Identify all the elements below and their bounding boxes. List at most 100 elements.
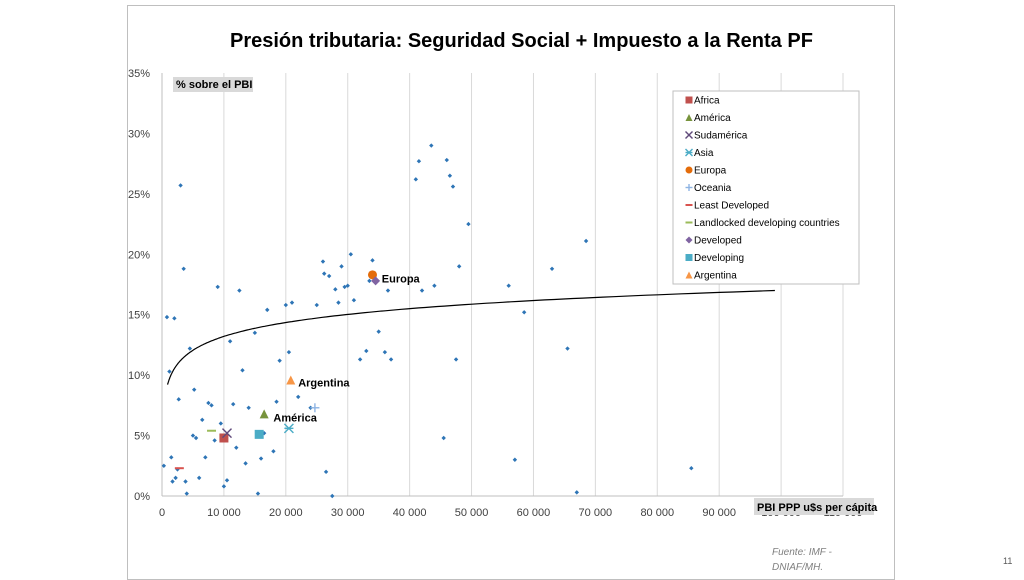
trend-curve — [167, 289, 775, 385]
annotation-label: América — [273, 412, 317, 424]
country-point — [176, 397, 181, 402]
x-tick-label: 90 000 — [702, 507, 736, 519]
country-point — [286, 349, 292, 355]
country-point — [161, 463, 167, 468]
group-marker — [259, 409, 269, 419]
legend-marker — [685, 96, 693, 104]
country-point — [191, 387, 197, 392]
legend-entry: Sudamérica — [694, 131, 748, 142]
country-point — [326, 273, 332, 279]
country-point — [419, 288, 425, 293]
country-point — [206, 400, 211, 406]
country-point — [370, 258, 375, 263]
country-point — [240, 368, 245, 373]
country-point — [323, 469, 329, 475]
country-point — [234, 445, 239, 450]
country-point — [333, 287, 338, 292]
country-point — [320, 259, 326, 264]
country-point — [416, 159, 422, 164]
country-point — [173, 475, 178, 481]
y-tick-label: 25% — [128, 189, 150, 201]
y-tick-label: 20% — [128, 249, 150, 261]
country-point — [193, 435, 199, 441]
y-tick-label: 15% — [128, 310, 150, 322]
country-point — [274, 399, 279, 404]
country-point — [203, 455, 208, 460]
country-point — [187, 346, 193, 351]
country-point — [237, 288, 242, 293]
group-marker — [254, 429, 264, 439]
legend-entry: Oceania — [694, 183, 732, 194]
country-point — [172, 316, 177, 321]
x-tick-labels: 0 10 000 20 000 30 000 40 000 50 000 60 000 70 … — [159, 507, 863, 519]
legend-marker — [685, 166, 693, 174]
country-point — [184, 491, 189, 496]
country-point — [506, 283, 511, 288]
country-point — [283, 302, 289, 308]
country-point — [167, 369, 172, 374]
country-point — [169, 455, 174, 460]
group-marker — [310, 403, 320, 413]
country-point — [218, 421, 224, 426]
country-point — [364, 348, 369, 354]
country-point — [212, 438, 217, 443]
country-point — [209, 403, 214, 408]
legend-marker — [685, 114, 693, 121]
legend-marker — [685, 271, 693, 279]
axes — [161, 73, 843, 497]
country-point — [512, 457, 518, 462]
legend-entry: Asia — [694, 148, 714, 159]
country-point — [230, 401, 236, 407]
legend-marker — [685, 148, 693, 157]
legend-box — [672, 90, 860, 285]
country-point — [296, 394, 301, 400]
country-point — [413, 177, 419, 182]
country-point — [227, 339, 233, 344]
y-tick-label: 30% — [128, 128, 150, 140]
legend-entry: Developing — [694, 253, 744, 264]
country-point — [224, 478, 230, 483]
group-marker — [283, 423, 294, 434]
y-tick-label: 0% — [134, 491, 150, 503]
legend: Africa América Sudamérica Asia Europa Oceania… — [672, 90, 860, 285]
country-point — [345, 283, 350, 288]
country-points — [161, 143, 694, 499]
annotation-label: Europa — [382, 273, 421, 285]
country-point — [183, 479, 188, 484]
group-marker — [371, 276, 381, 286]
group-markers — [174, 270, 381, 470]
legend-entry: América — [694, 113, 731, 124]
country-point — [258, 456, 264, 461]
country-point — [376, 329, 381, 334]
country-point — [277, 358, 282, 363]
legend-entry: Europa — [694, 166, 727, 177]
country-point — [574, 490, 579, 495]
x-tick-label: 30 000 — [331, 507, 365, 519]
x-tick-label: 70 000 — [579, 507, 613, 519]
country-point — [367, 278, 372, 284]
legend-marker — [685, 254, 693, 261]
country-point — [190, 433, 196, 438]
country-point — [243, 461, 248, 466]
country-point — [322, 271, 327, 276]
annotations: Europa Argentina América — [273, 273, 420, 424]
country-point — [289, 300, 295, 305]
y-axis-label-box: % sobre el PBI — [173, 77, 253, 92]
legend-entry: Least Developed — [694, 201, 769, 212]
legend-entry: Africa — [694, 96, 720, 107]
legend-entry: Landlocked developing countries — [694, 218, 840, 229]
country-point — [215, 284, 220, 290]
country-point — [453, 357, 459, 362]
country-point — [444, 157, 449, 163]
country-point — [178, 183, 183, 188]
y-tick-label: 35% — [128, 68, 150, 80]
country-point — [314, 302, 319, 308]
country-point — [466, 221, 471, 227]
x-tick-label: 60 000 — [517, 507, 551, 519]
country-point — [221, 484, 227, 489]
x-tick-label: 40 000 — [393, 507, 427, 519]
country-point — [429, 143, 434, 148]
country-point — [330, 493, 335, 499]
country-point — [181, 266, 186, 271]
